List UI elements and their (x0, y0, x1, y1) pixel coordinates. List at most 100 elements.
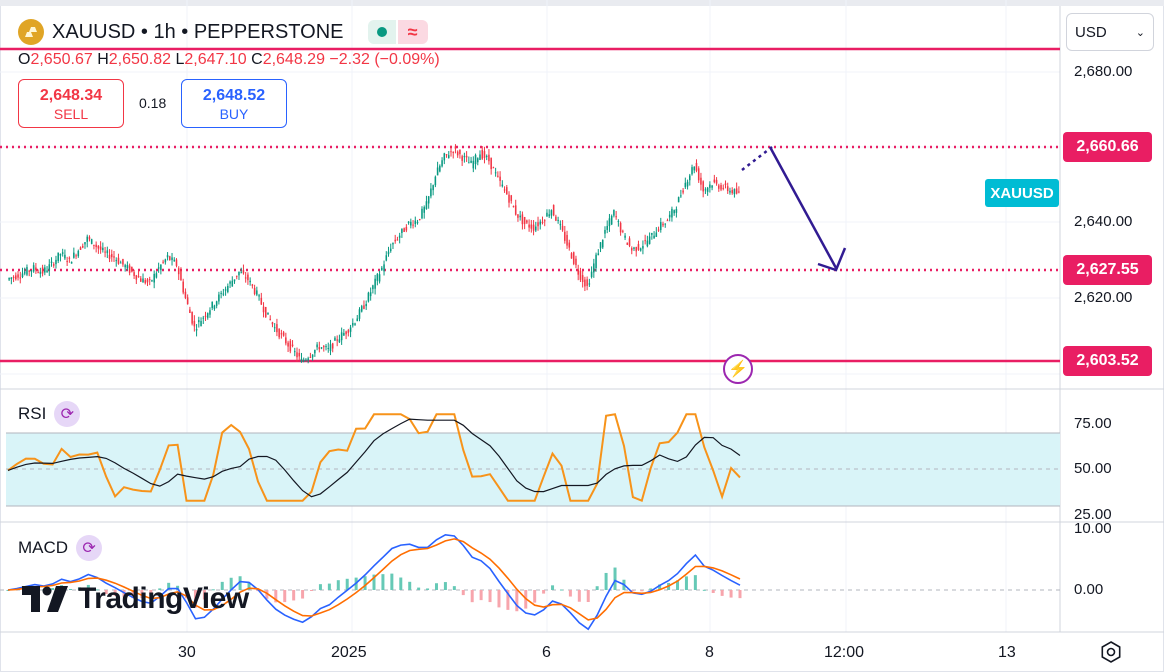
macd-histogram-bar (568, 590, 572, 597)
candle-body (153, 273, 155, 283)
candle-body (633, 247, 635, 249)
candle-body (189, 309, 191, 314)
candle-body (365, 303, 367, 307)
candle-body (398, 235, 401, 238)
candle-body (184, 291, 187, 298)
macd-legend[interactable]: MACD ⟳ (18, 535, 103, 561)
candle-body (684, 182, 687, 188)
sell-label: SELL (53, 106, 89, 122)
candle-body (191, 311, 193, 324)
market-open-icon[interactable] (367, 20, 396, 44)
macd-histogram-bar (702, 589, 706, 591)
candle-body (97, 245, 100, 249)
candle-body (559, 223, 562, 226)
macd-histogram-bar (399, 577, 403, 590)
candle-body (439, 165, 441, 172)
candle-body (79, 247, 82, 250)
data-delay-icon[interactable]: ≈ (397, 20, 428, 44)
symbol-title: XAUUSD • 1h • PEPPERSTONE (52, 20, 344, 43)
candle-body (731, 190, 733, 194)
candle-body (307, 358, 309, 361)
currency-select[interactable]: USD ⌄ (1066, 13, 1154, 51)
gold-bars-icon (18, 19, 44, 45)
candle-body (186, 297, 189, 305)
status-badges[interactable]: ≈ (367, 20, 428, 44)
candle-body (738, 191, 740, 193)
macd-histogram-bar (149, 590, 153, 597)
macd-line (7, 533, 741, 631)
candle-body (512, 206, 515, 208)
symbol-header[interactable]: XAUUSD • 1h • PEPPERSTONE ≈ (18, 18, 428, 46)
macd-histogram-bar (345, 578, 349, 590)
price-tag-2660: 2,660.66 (1063, 132, 1152, 162)
macd-histogram-bar (577, 590, 581, 602)
candle-body (499, 176, 501, 181)
candle-body (298, 352, 301, 357)
price-axis-label: 2,640.00 (1074, 213, 1133, 230)
candle-body (171, 257, 173, 261)
macd-histogram-bar (229, 577, 233, 590)
candle-body (450, 151, 452, 153)
macd-histogram-bar (738, 590, 742, 599)
candle-body (142, 278, 144, 283)
candle-body (305, 359, 307, 361)
sell-button[interactable]: 2,648.34 SELL (18, 79, 124, 128)
candle-body (84, 242, 86, 245)
candle-body (37, 272, 39, 274)
candle-body (465, 155, 468, 158)
macd-histogram-bar (292, 590, 296, 601)
candle-body (517, 214, 519, 218)
candle-body (626, 242, 629, 245)
candle-body (483, 151, 486, 158)
settings-icon[interactable] (1098, 639, 1124, 665)
macd-histogram-bar (479, 590, 483, 601)
time-axis-label: 6 (542, 644, 551, 661)
candle-body (651, 232, 653, 235)
candle-body (675, 209, 678, 213)
rsi-legend[interactable]: RSI ⟳ (18, 401, 81, 427)
candle-body (30, 270, 33, 272)
refresh-icon[interactable]: ⟳ (76, 535, 103, 561)
candle-body (434, 176, 437, 186)
candle-body (508, 194, 510, 203)
candle-body (126, 264, 129, 269)
candle-body (680, 195, 682, 197)
buy-button[interactable]: 2,648.52 BUY (181, 79, 287, 128)
lightning-icon[interactable]: ⚡ (723, 354, 753, 384)
candle-body (73, 252, 75, 258)
candle-body (81, 245, 84, 248)
candle-body (282, 332, 285, 336)
candle-body (521, 214, 524, 225)
candle-body (28, 270, 30, 272)
candle-body (546, 212, 548, 217)
candle-body (729, 190, 731, 193)
candle-body (575, 258, 577, 266)
macd-histogram-bar (595, 586, 599, 590)
macd-histogram-bar (372, 574, 376, 590)
candle-body (329, 344, 332, 351)
chevron-down-icon: ⌄ (1135, 26, 1145, 39)
macd-histogram-bar (559, 589, 563, 591)
candle-body (447, 155, 450, 158)
macd-histogram-bar (434, 583, 438, 590)
time-axis-label: 8 (705, 644, 714, 661)
macd-histogram-bar (95, 589, 99, 591)
candle-body (497, 175, 499, 177)
candle-body (682, 190, 684, 193)
candle-body (77, 250, 80, 257)
candle-body (26, 267, 28, 275)
candle-body (231, 280, 234, 287)
candle-body (490, 157, 492, 170)
rsi-axis-label: 50.00 (1074, 460, 1112, 477)
candle-body (378, 274, 381, 282)
tradingview-logo[interactable]: TradingView (22, 582, 249, 616)
candle-body (456, 151, 459, 156)
candle-body (124, 265, 126, 268)
price-tag-2603: 2,603.52 (1063, 346, 1152, 376)
candle-body (119, 262, 122, 264)
candle-body (148, 279, 151, 281)
candle-body (374, 278, 376, 289)
refresh-icon[interactable]: ⟳ (54, 401, 81, 427)
macd-signal-line (7, 538, 741, 621)
